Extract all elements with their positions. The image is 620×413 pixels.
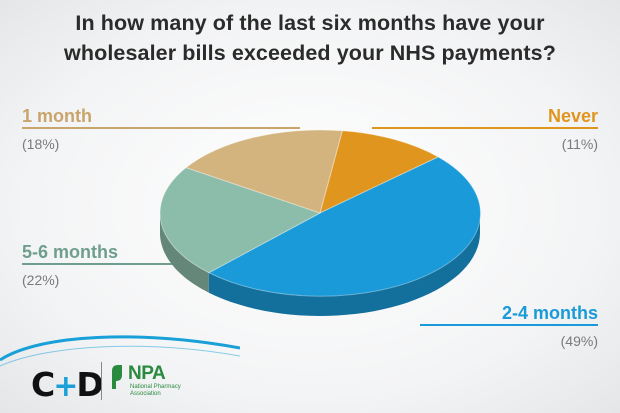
logo-divider — [101, 362, 102, 400]
label-2-4-months: 2-4 months — [501, 303, 598, 323]
pie-side-2-4-months — [208, 213, 480, 316]
pct-2-4-months: (49%) — [560, 333, 598, 349]
chart-title: In how many of the last six months have … — [0, 8, 620, 68]
label-never: Never — [547, 106, 598, 126]
npa-logo-text: NPA — [128, 363, 166, 384]
label-5-6-months: 5-6 months — [22, 242, 119, 262]
cd-logo: C+D — [31, 365, 104, 404]
npa-mark-icon — [112, 365, 122, 389]
pie-slice-never — [319, 130, 440, 214]
chart-title-line-2: wholesaler bills exceeded your NHS payme… — [64, 41, 556, 65]
pie-slice-1-month — [185, 129, 343, 214]
npa-logo-subtitle: National Pharmacy Association — [130, 384, 181, 397]
pie-slice-5-6-months — [159, 167, 322, 274]
pie-top — [159, 129, 481, 297]
cd-logo-d: D — [76, 365, 103, 404]
cd-logo-c: C — [31, 365, 55, 404]
pie-side-5-6-months — [160, 213, 209, 293]
pie-sides — [160, 213, 480, 316]
logo-area: C+D NPA National Pharmacy Association — [0, 330, 240, 413]
pct-1-month: (18%) — [22, 136, 60, 152]
swoosh-graphic — [0, 335, 240, 367]
chart-title-line-1: In how many of the last six months have … — [75, 11, 545, 35]
cd-logo-plus: + — [53, 369, 78, 404]
pie-slice-2-4-months — [207, 156, 481, 297]
leader-lines — [22, 127, 598, 326]
pct-5-6-months: (22%) — [22, 272, 60, 288]
pct-never: (11%) — [561, 136, 598, 152]
label-1-month: 1 month — [22, 106, 92, 126]
